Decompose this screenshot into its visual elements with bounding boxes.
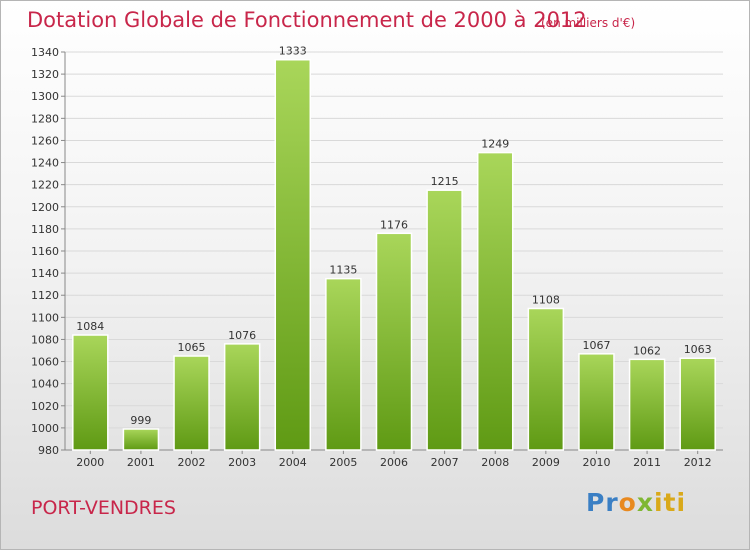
x-tick-label: 2002 — [178, 456, 206, 469]
bar-value-label: 1076 — [228, 329, 256, 342]
y-tick-label: 1080 — [31, 333, 59, 346]
bar-value-label: 1249 — [481, 138, 509, 151]
y-tick-label: 1120 — [31, 289, 59, 302]
y-tick-label: 1160 — [31, 245, 59, 258]
y-tick-label: 1100 — [31, 311, 59, 324]
x-tick-label: 2004 — [279, 456, 307, 469]
bar-value-label: 1215 — [431, 175, 459, 188]
y-tick-label: 980 — [38, 444, 59, 457]
x-tick-label: 2007 — [431, 456, 459, 469]
commune-name: PORT-VENDRES — [31, 497, 176, 519]
chart-title: Dotation Globale de Fonctionnement de 20… — [27, 8, 587, 32]
y-tick-label: 1300 — [31, 90, 59, 103]
bar-value-label: 1108 — [532, 293, 560, 306]
y-tick-label: 1260 — [31, 134, 59, 147]
bar-value-label: 1135 — [329, 264, 357, 277]
x-tick-label: 2003 — [228, 456, 256, 469]
bar — [223, 343, 261, 451]
x-tick-label: 2001 — [127, 456, 155, 469]
bar — [476, 151, 514, 451]
bar-value-label: 1084 — [76, 320, 104, 333]
bar — [274, 58, 312, 451]
y-tick-label: 1340 — [31, 46, 59, 59]
bar — [578, 353, 615, 451]
y-tick-label: 1140 — [31, 267, 59, 280]
x-tick-label: 2000 — [76, 456, 104, 469]
x-tick-label: 2011 — [633, 456, 661, 469]
bar-value-label: 1067 — [582, 339, 610, 352]
x-tick-label: 2005 — [329, 456, 357, 469]
bar — [72, 334, 109, 451]
bar-value-label: 999 — [130, 414, 151, 427]
bar-value-label: 1063 — [684, 343, 712, 356]
bar-value-label: 1062 — [633, 344, 661, 357]
bar-value-label: 1333 — [279, 45, 307, 58]
bar — [325, 277, 362, 451]
y-tick-label: 1320 — [31, 68, 59, 81]
x-tick-label: 2012 — [684, 456, 712, 469]
bar — [173, 355, 210, 451]
bar — [375, 232, 413, 451]
x-tick-label: 2008 — [481, 456, 509, 469]
bar-value-label: 1065 — [178, 341, 206, 354]
x-tick-label: 2006 — [380, 456, 408, 469]
bar-value-label: 1176 — [380, 218, 408, 231]
bar — [679, 357, 716, 451]
y-tick-label: 1200 — [31, 201, 59, 214]
y-tick-label: 1180 — [31, 223, 59, 236]
x-tick-label: 2010 — [582, 456, 610, 469]
bars — [72, 58, 716, 451]
y-tick-label: 1220 — [31, 179, 59, 192]
y-tick-label: 1020 — [31, 400, 59, 413]
y-tick-label: 1280 — [31, 112, 59, 125]
bar — [628, 358, 666, 451]
labels: 980 1000 1020 1040 1060 1080 1100 1120 1140 1160 1… — [31, 45, 712, 469]
y-tick-label: 1000 — [31, 422, 59, 435]
proxiti-logo[interactable]: Proxiti — [586, 488, 687, 517]
bar — [426, 189, 463, 451]
y-tick-label: 1040 — [31, 378, 59, 391]
y-tick-label: 1240 — [31, 157, 59, 170]
bar — [527, 307, 565, 451]
y-tick-label: 1060 — [31, 356, 59, 369]
bar — [122, 428, 160, 451]
chart-unit-label: (en milliers d'€) — [541, 16, 636, 30]
x-tick-label: 2009 — [532, 456, 560, 469]
